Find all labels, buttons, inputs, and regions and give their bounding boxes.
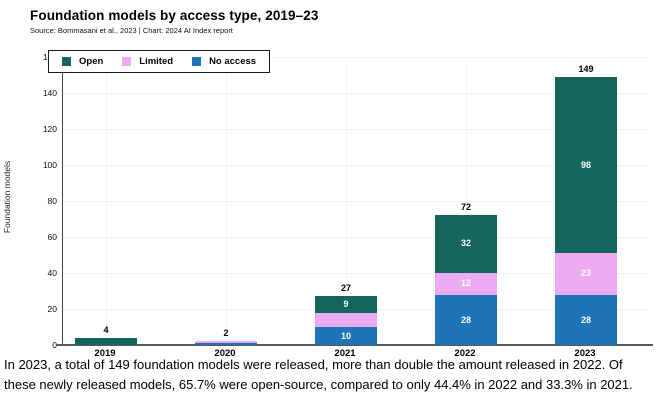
chart-title: Foundation models by access type, 2019–2… (30, 8, 319, 23)
y-tick-label: 40 (47, 268, 57, 278)
legend-label: Open (79, 56, 104, 67)
x-tick-label: 2023 (574, 348, 596, 359)
x-tick-label: 2019 (94, 348, 116, 359)
bar-segment (195, 341, 257, 344)
legend-item: Limited (122, 56, 173, 67)
bar-total-label: 27 (340, 283, 351, 294)
gridline-horizontal (63, 237, 646, 238)
y-tick-label: 60 (47, 232, 57, 242)
gridline-vertical (106, 57, 107, 345)
bar-segment: 28 (435, 294, 497, 345)
gridline-horizontal (63, 129, 646, 130)
bar-segment-label: 23 (580, 268, 591, 279)
bar-segment-label: 32 (460, 238, 471, 249)
x-axis-line (56, 344, 653, 346)
gridline-horizontal (63, 201, 646, 202)
legend-swatch (192, 57, 202, 66)
legend-label: Limited (139, 56, 174, 67)
plot-area: 4 2 10 9 27 28 12 32 72 28 23 98 149 (62, 57, 646, 345)
bar-total-label: 149 (578, 63, 594, 74)
x-tick-label: 2022 (454, 348, 476, 359)
gridline-vertical (466, 57, 467, 345)
bar-segment-label: 12 (460, 278, 471, 288)
bar-segment (195, 343, 257, 345)
legend-swatch (122, 57, 132, 66)
chart-source-line: Source: Bommasani et al., 2023 | Chart: … (30, 26, 233, 35)
y-tick-label: 80 (47, 196, 57, 206)
bar-segment (315, 312, 377, 327)
gridline-horizontal (63, 165, 646, 166)
x-tick-label: 2020 (214, 348, 236, 359)
x-tick-label: 2021 (334, 348, 356, 359)
bar-total-label: 72 (460, 202, 471, 213)
bar-segment-label: 28 (460, 314, 471, 325)
bar-segment: 28 (555, 294, 617, 345)
bar-segment: 98 (555, 76, 617, 254)
chart-caption: In 2023, a total of 149 foundation model… (4, 357, 633, 392)
bar-total-label: 2 (223, 328, 229, 339)
bar-segment-label: 10 (340, 331, 351, 341)
gridline-vertical (346, 57, 347, 345)
legend-swatch (62, 57, 71, 66)
bar-segment-label: 28 (580, 314, 591, 325)
gridline-horizontal (63, 273, 646, 274)
bar-segment: 23 (555, 253, 617, 295)
bar-segment (75, 337, 137, 345)
bar-segment: 10 (315, 327, 377, 345)
bar-segment-label: 9 (343, 299, 349, 310)
y-tick-label: 100 (42, 160, 57, 170)
legend-label: No access (209, 56, 257, 67)
chart-legend: Open Limited No access (48, 50, 271, 73)
gridline-horizontal (63, 93, 646, 94)
y-tick-label: 0 (52, 340, 57, 350)
legend-item: Open (62, 56, 103, 67)
bar-segment: 9 (315, 296, 377, 313)
gridline-horizontal (63, 57, 646, 58)
bar-segment-label: 98 (580, 159, 591, 170)
y-tick-label: 140 (42, 88, 57, 98)
bar-segment: 12 (435, 273, 497, 295)
legend-item: No access (192, 56, 256, 67)
y-tick-label: 120 (42, 124, 57, 134)
y-tick-label: 20 (47, 304, 57, 314)
gridline-vertical (226, 57, 227, 345)
bar-total-label: 4 (103, 324, 109, 335)
bar-segment: 32 (435, 215, 497, 273)
